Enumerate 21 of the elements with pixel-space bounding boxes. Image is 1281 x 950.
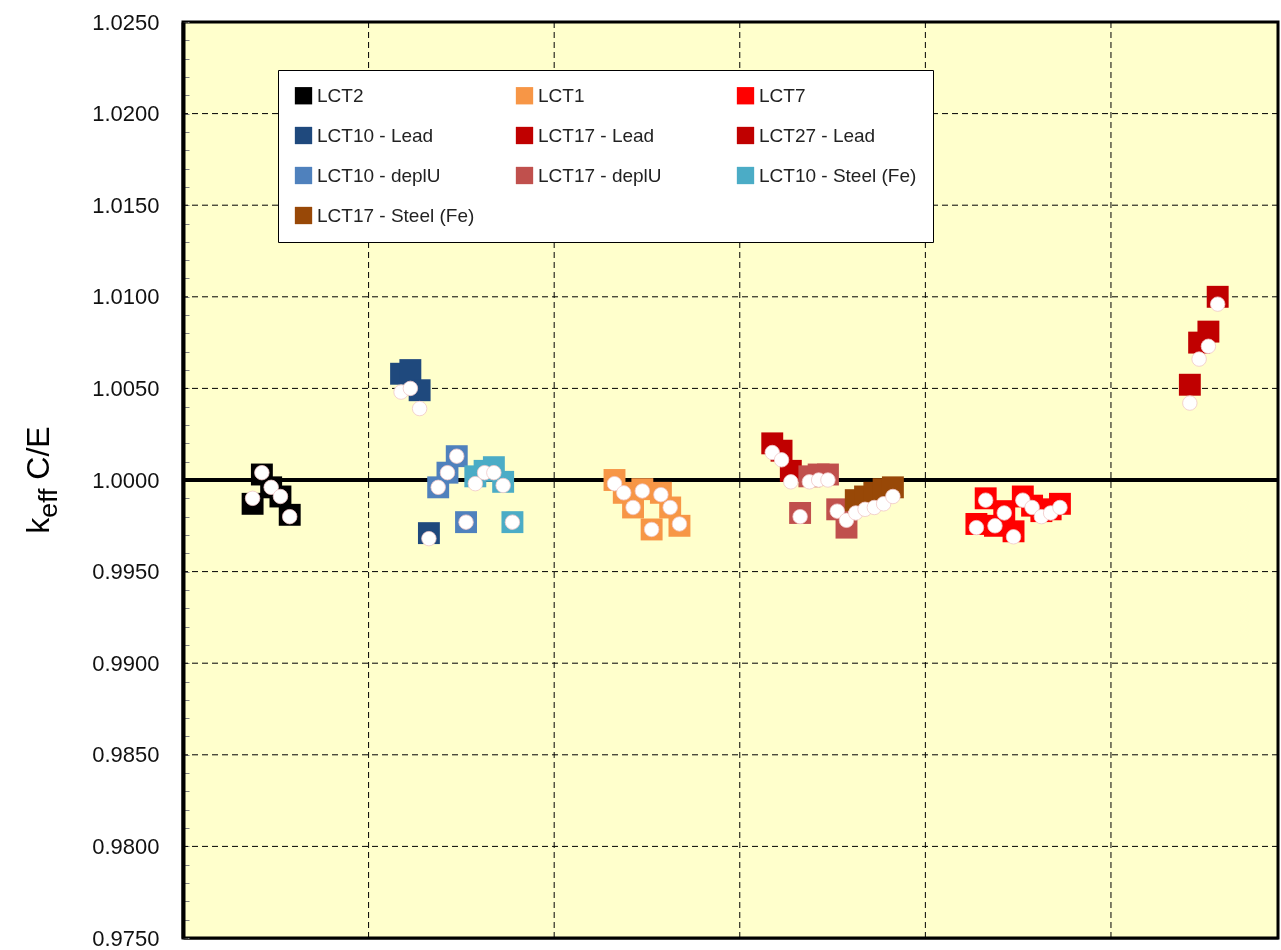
legend-label: LCT10 - Steel (Fe) [759,164,917,186]
y-tick-label: 1.0000 [92,467,160,493]
y-tick-label: 0.9800 [92,833,160,859]
legend-label: LCT2 [317,84,364,106]
legend-label: LCT10 - Lead [317,124,434,146]
y-tick-label: 1.0250 [92,9,160,35]
legend-label: LCT17 - deplU [538,164,662,186]
y-tick-label: 0.9750 [92,925,160,950]
y-tick-label: 0.9950 [92,559,160,585]
y-tick-label: 1.0200 [92,101,160,127]
legend-label: LCT7 [759,84,806,106]
legend-label: LCT1 [538,84,585,106]
y-tick-label: 0.9850 [92,742,160,768]
legend-label: LCT17 - Steel (Fe) [317,204,475,226]
legend-label: LCT17 - Lead [538,124,655,146]
legend-label: LCT27 - Lead [759,124,876,146]
y-tick-label: 1.0050 [92,375,160,401]
y-tick-label: 0.9900 [92,650,160,676]
y-tick-label: 1.0150 [92,192,160,218]
y-tick-label: 1.0100 [92,284,160,310]
legend-label: LCT10 - deplU [317,164,441,186]
